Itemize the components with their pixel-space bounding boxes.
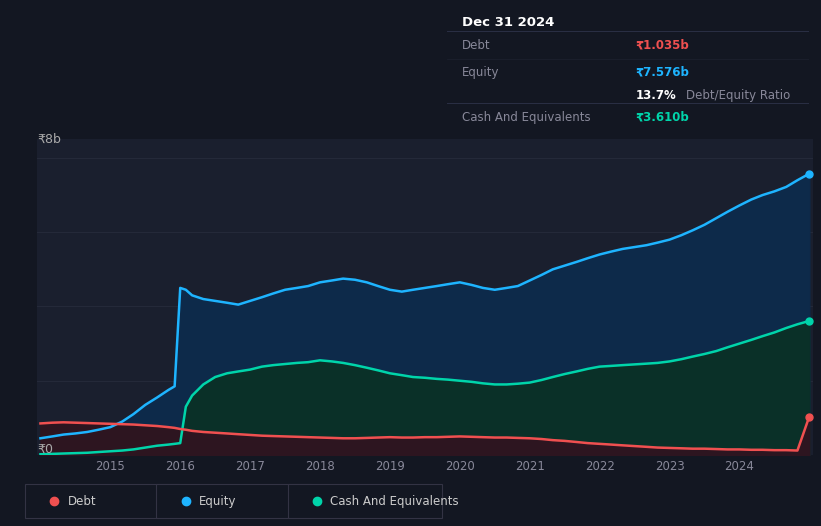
FancyBboxPatch shape bbox=[25, 484, 180, 518]
Text: ₹0: ₹0 bbox=[37, 443, 53, 456]
Text: ₹3.610b: ₹3.610b bbox=[635, 111, 689, 124]
Text: Debt/Equity Ratio: Debt/Equity Ratio bbox=[686, 89, 790, 102]
Text: Cash And Equivalents: Cash And Equivalents bbox=[330, 494, 459, 508]
Text: ₹7.576b: ₹7.576b bbox=[635, 66, 689, 79]
FancyBboxPatch shape bbox=[156, 484, 310, 518]
Text: Cash And Equivalents: Cash And Equivalents bbox=[462, 111, 590, 124]
Text: Equity: Equity bbox=[199, 494, 236, 508]
Text: Debt: Debt bbox=[67, 494, 96, 508]
Text: 13.7%: 13.7% bbox=[635, 89, 676, 102]
Text: Debt: Debt bbox=[462, 39, 490, 52]
Text: Dec 31 2024: Dec 31 2024 bbox=[462, 16, 554, 28]
Text: ₹8b: ₹8b bbox=[37, 133, 61, 146]
Text: Equity: Equity bbox=[462, 66, 499, 79]
FancyBboxPatch shape bbox=[287, 484, 442, 518]
Text: ₹1.035b: ₹1.035b bbox=[635, 39, 689, 52]
